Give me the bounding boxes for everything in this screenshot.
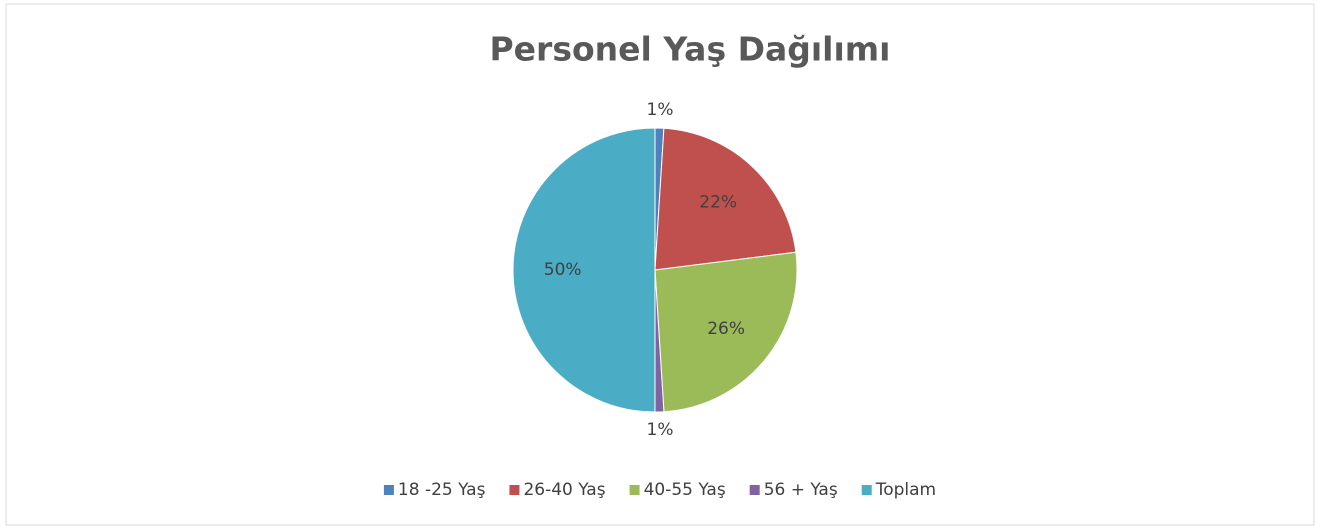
legend-swatch <box>749 485 760 495</box>
legend-label: Toplam <box>875 480 936 500</box>
legend-swatch <box>629 485 640 495</box>
data-label: 1% <box>647 100 674 120</box>
legend-label: 56 + Yaş <box>764 480 838 500</box>
pie-slice <box>654 251 798 413</box>
data-label: 1% <box>647 420 674 440</box>
legend-label: 26-40 Yaş <box>523 480 605 500</box>
chart-title: Personel Yaş Dağılımı <box>489 30 890 69</box>
pie-slice <box>512 127 656 413</box>
legend-label: 40-55 Yaş <box>644 480 726 500</box>
legend-swatch <box>861 485 872 495</box>
pie-slice <box>654 127 797 271</box>
legend-swatch <box>509 485 520 495</box>
data-label: 50% <box>544 260 582 280</box>
legend-label: 18 -25 Yaş <box>398 480 486 500</box>
data-label: 22% <box>699 193 737 213</box>
legend-swatch <box>383 485 394 495</box>
data-label: 26% <box>707 319 745 339</box>
